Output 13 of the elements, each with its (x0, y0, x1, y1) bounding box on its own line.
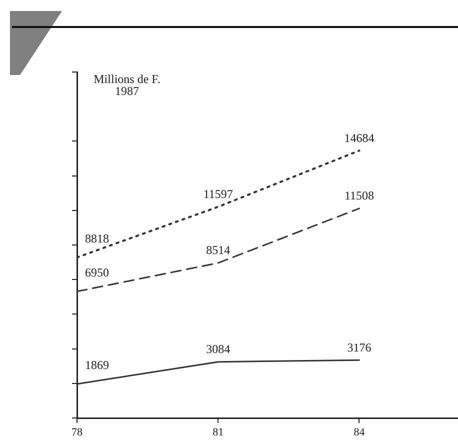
x-tick-label: 84 (354, 426, 366, 438)
data-label: 8818 (85, 232, 109, 246)
x-tick-label: 78 (72, 426, 83, 438)
y-axis-title: Millions de F. 1987 (94, 72, 160, 98)
data-label: 1869 (85, 358, 109, 372)
data-label: 6950 (85, 266, 109, 280)
data-label: 11508 (344, 188, 374, 203)
data-label: 11597 (203, 186, 233, 201)
data-label: 14684 (344, 130, 374, 145)
x-tick-label: 81 (212, 426, 224, 438)
data-label: 3176 (347, 340, 372, 354)
data-label: 3084 (206, 342, 230, 356)
data-label: 8514 (206, 243, 230, 258)
